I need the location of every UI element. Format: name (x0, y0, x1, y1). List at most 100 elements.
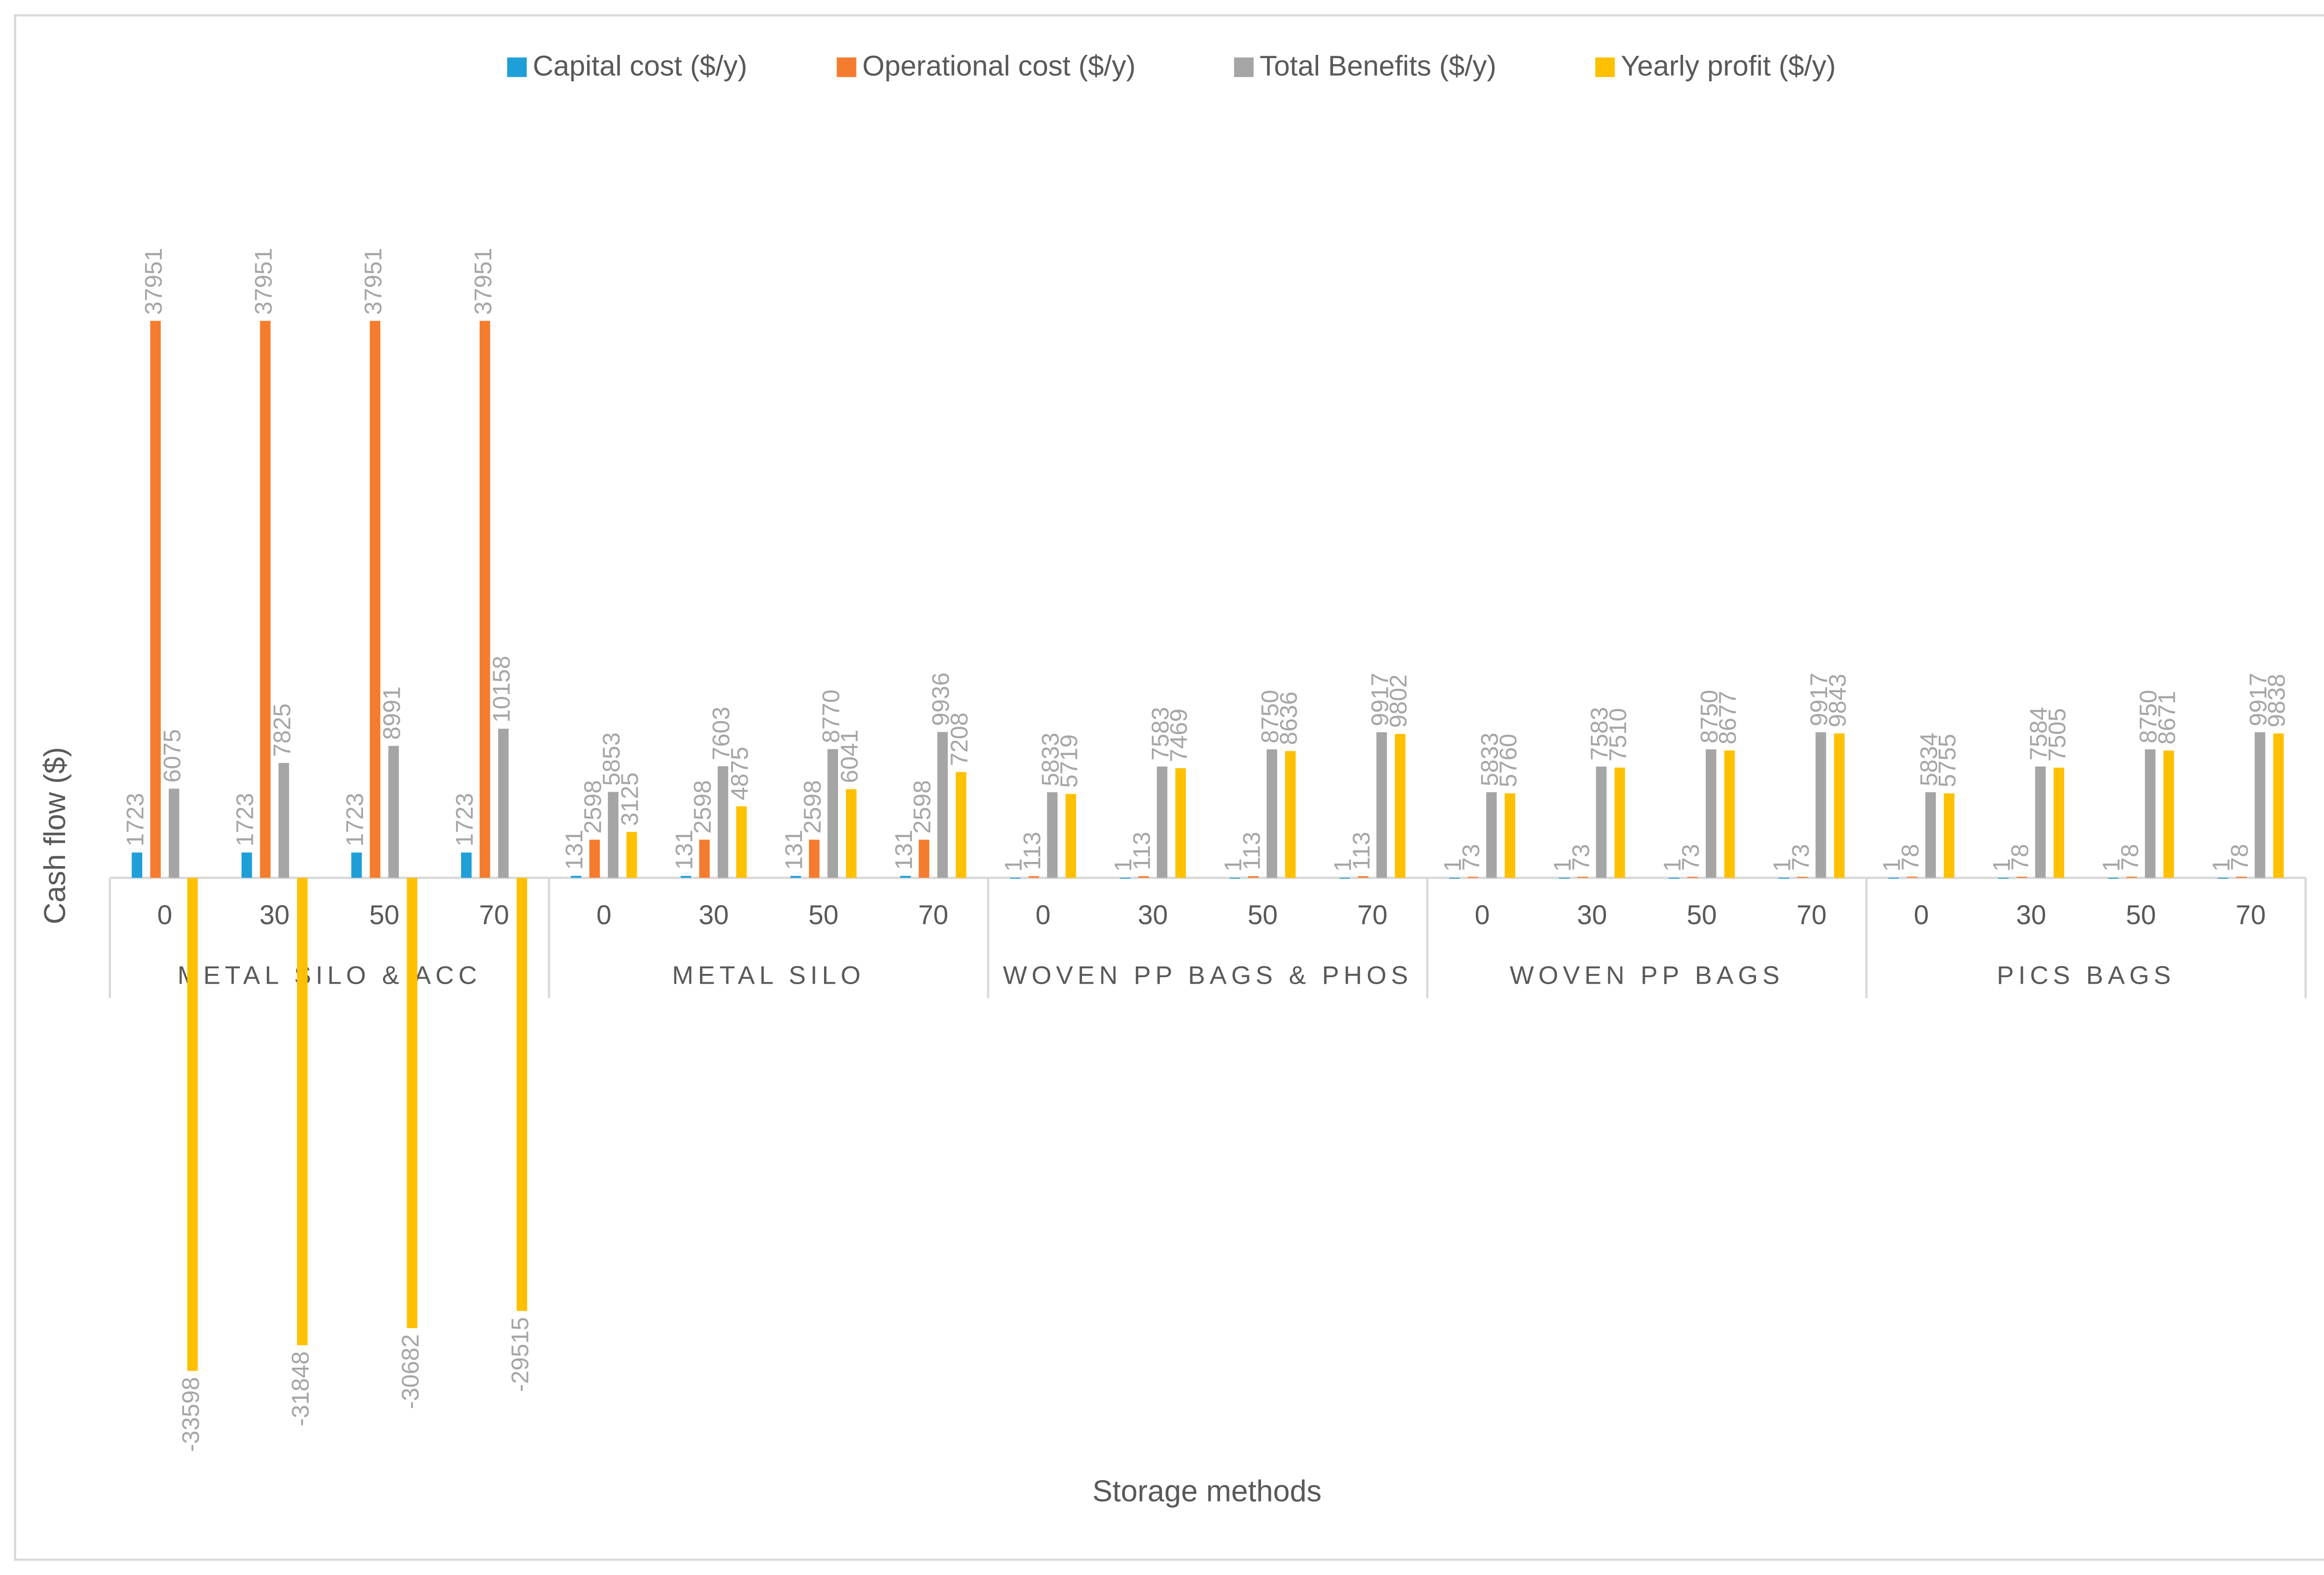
data-label: 5755 (1934, 734, 1961, 787)
bar (1614, 768, 1625, 878)
data-label: 1 (1439, 858, 1466, 872)
data-label: 10158 (488, 656, 515, 723)
x-axis-label: Storage methods (1092, 1474, 1321, 1508)
bar (2053, 768, 2064, 878)
x-tick-label: 30 (1577, 900, 1607, 930)
bar (1998, 878, 2009, 879)
bar (2273, 733, 2284, 878)
bar (2145, 749, 2156, 878)
bar (956, 772, 966, 878)
x-tick-label: 0 (157, 900, 172, 930)
data-label: 8677 (1714, 691, 1741, 744)
data-label: 73 (1458, 844, 1485, 871)
x-tick-label: 30 (699, 900, 729, 930)
data-label: 8750 (1696, 690, 1723, 743)
data-label: -29515 (507, 1317, 534, 1392)
bar (846, 789, 857, 878)
data-label: 113 (1238, 832, 1265, 870)
bar (1559, 878, 1570, 879)
group-label: WOVEN PP BAGS & PHOS (1003, 961, 1413, 990)
data-label: 5760 (1494, 734, 1521, 787)
bar (571, 876, 581, 878)
data-label: 37951 (469, 248, 496, 315)
bar (1156, 766, 1168, 878)
data-label: 37951 (250, 248, 277, 315)
data-label: 1 (2207, 858, 2234, 872)
bar (461, 852, 472, 878)
data-label: 1 (1988, 858, 2015, 872)
x-tick-label: 50 (1687, 900, 1717, 930)
data-label: 5833 (1476, 733, 1503, 786)
bar (1944, 793, 1954, 878)
bar (1138, 876, 1149, 878)
legend-label: Operational cost ($/y) (862, 50, 1136, 82)
x-tick-label: 70 (1357, 900, 1387, 930)
data-label: 78 (2116, 844, 2143, 871)
data-label: 9917 (1366, 673, 1393, 726)
data-label: 2598 (579, 780, 606, 834)
bar (589, 840, 600, 878)
bar (1010, 878, 1021, 879)
x-tick-label: 70 (1796, 900, 1827, 930)
group-label: WOVEN PP BAGS (1510, 961, 1784, 990)
data-label: 7583 (1147, 707, 1174, 761)
data-label: 1723 (121, 793, 148, 847)
bar (809, 840, 820, 878)
data-label: 113 (1018, 832, 1045, 870)
bar (2163, 750, 2174, 878)
data-label: 1 (1658, 858, 1685, 872)
data-label: 1 (1878, 858, 1905, 872)
data-label: -31848 (287, 1351, 314, 1426)
y-axis-label: Cash flow ($) (38, 747, 72, 924)
bar (1778, 878, 1789, 879)
bar (827, 749, 838, 878)
data-label: 7469 (1165, 708, 1192, 762)
data-label: 1723 (231, 793, 258, 847)
bar (1669, 878, 1679, 879)
bar (1339, 878, 1350, 879)
data-label: 1 (1000, 858, 1027, 872)
x-tick-label: 50 (808, 900, 838, 930)
data-label: 9917 (1805, 673, 1832, 726)
data-label: 7510 (1604, 708, 1631, 761)
data-label: 8671 (2153, 691, 2180, 744)
data-label: -33598 (177, 1377, 204, 1452)
data-label: 3125 (616, 772, 643, 826)
bar (2218, 878, 2228, 879)
x-tick-label: 70 (918, 900, 948, 930)
data-label: 37951 (140, 248, 167, 315)
data-label: 9838 (2263, 674, 2290, 728)
x-tick-label: 0 (1914, 900, 1929, 930)
x-tick-label: 30 (259, 900, 290, 930)
x-tick-label: 70 (2236, 900, 2266, 930)
bar (1724, 750, 1735, 878)
bar (2254, 732, 2265, 878)
bar (1449, 878, 1460, 879)
data-label: 73 (1567, 844, 1594, 871)
bar (1577, 876, 1588, 878)
data-label: 1723 (451, 793, 478, 847)
group-label: METAL SILO (672, 961, 865, 990)
data-label: 7584 (2025, 707, 2052, 761)
bar (1175, 768, 1186, 878)
bar (1797, 876, 1808, 878)
bar (1687, 876, 1698, 878)
bar (1505, 793, 1515, 878)
bar (1467, 876, 1479, 878)
chart-border (13, 14, 2324, 1561)
data-label: 78 (2226, 844, 2253, 871)
bar (1248, 876, 1259, 878)
bar (736, 806, 747, 878)
bar (699, 840, 710, 878)
data-label: 73 (1787, 844, 1814, 871)
bar (1888, 878, 1899, 879)
bar (2236, 876, 2247, 878)
bar (1229, 878, 1241, 879)
data-label: 1 (1549, 858, 1576, 872)
bar (1028, 876, 1039, 878)
bar (900, 876, 911, 878)
bar (260, 321, 271, 878)
bar (1925, 792, 1936, 878)
x-tick-label: 30 (2016, 900, 2047, 930)
